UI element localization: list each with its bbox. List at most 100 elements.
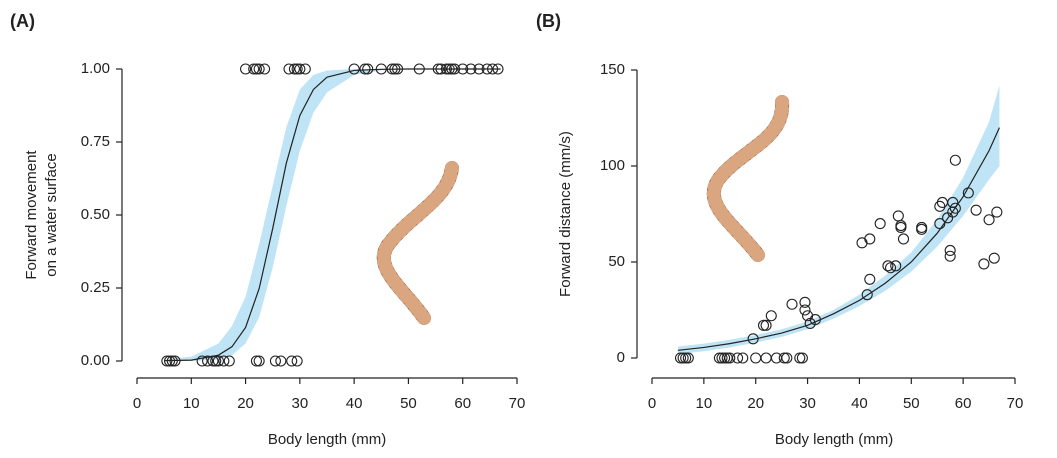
data-point: [864, 233, 876, 245]
x-tick-label: 40: [346, 395, 363, 412]
data-point: [892, 210, 904, 222]
data-point: [413, 63, 425, 75]
x-tick-label: 0: [648, 395, 656, 412]
data-point: [210, 355, 222, 367]
data-point: [250, 63, 262, 75]
data-point: [970, 204, 982, 216]
data-point: [799, 296, 811, 308]
data-point: [253, 63, 265, 75]
x-tick-label: 20: [747, 395, 764, 412]
x-tick-label: 60: [454, 395, 471, 412]
data-point: [786, 298, 798, 310]
data-point: [218, 355, 230, 367]
data-point: [861, 289, 873, 301]
data-point: [760, 319, 772, 331]
y-tick-label: 50: [608, 253, 625, 270]
data-point: [949, 202, 961, 214]
data-point: [897, 233, 910, 245]
centipede-legs: [706, 95, 790, 262]
y-axis-label: on a water surface: [43, 153, 60, 276]
x-tick-label: 50: [903, 395, 920, 412]
data-point: [716, 352, 728, 364]
data-point: [348, 63, 360, 75]
data-point: [983, 214, 995, 226]
data-point: [286, 355, 298, 367]
data-point: [359, 63, 371, 75]
data-point: [765, 310, 777, 322]
data-point: [757, 319, 770, 331]
data-point: [732, 352, 744, 364]
data-point: [799, 304, 811, 316]
data-point: [916, 223, 928, 235]
data-point: [737, 352, 749, 364]
y-tick-label: 100: [600, 157, 625, 174]
data-point: [275, 355, 287, 367]
data-point: [435, 63, 447, 75]
fit-line: [677, 127, 1000, 351]
data-point: [680, 352, 692, 364]
data-point: [677, 352, 689, 364]
y-axis-label: Forward distance (mm/s): [557, 131, 574, 297]
data-point: [874, 218, 886, 230]
data-point: [166, 355, 178, 367]
data-point: [796, 352, 808, 364]
data-point: [291, 355, 303, 367]
data-point: [196, 355, 208, 367]
data-point: [747, 333, 759, 345]
x-tick-label: 60: [955, 395, 972, 412]
data-point: [481, 63, 493, 75]
data-point: [212, 355, 224, 367]
data-point: [988, 252, 1000, 264]
data-point: [223, 355, 235, 367]
data-point: [283, 63, 295, 75]
data-point: [164, 355, 176, 367]
x-tick-label: 70: [1007, 395, 1024, 412]
data-point: [809, 314, 821, 326]
y-tick-label: 0.50: [81, 206, 110, 223]
y-tick-label: 0: [617, 349, 625, 366]
data-point: [884, 262, 897, 274]
panel-label: (A): [10, 11, 35, 31]
x-tick-label: 70: [509, 395, 526, 412]
data-point: [446, 63, 458, 75]
data-point: [760, 352, 772, 364]
data-point: [386, 63, 398, 75]
x-tick-label: 50: [400, 395, 417, 412]
data-point: [944, 244, 956, 257]
data-point: [781, 352, 793, 364]
y-tick-label: 0.75: [81, 133, 110, 150]
data-point: [440, 63, 452, 75]
data-point: [432, 63, 444, 75]
data-point: [207, 355, 219, 367]
data-point: [890, 260, 902, 272]
data-point: [682, 352, 694, 364]
data-point: [944, 250, 956, 262]
data-point: [947, 196, 959, 209]
data-point: [487, 63, 499, 75]
data-point: [449, 63, 461, 75]
x-tick-label: 40: [851, 395, 868, 412]
data-point: [895, 221, 907, 233]
data-point: [288, 63, 300, 75]
data-point: [492, 63, 504, 75]
data-point: [882, 260, 894, 272]
data-point: [724, 352, 736, 364]
data-point: [991, 206, 1003, 218]
x-tick-label: 0: [133, 395, 141, 412]
data-point: [934, 218, 946, 230]
x-tick-label: 20: [237, 395, 254, 412]
panel-label: (B): [536, 11, 561, 31]
data-point: [253, 355, 265, 367]
data-point: [465, 63, 477, 75]
data-point: [978, 258, 990, 270]
data-point: [291, 63, 303, 75]
y-tick-label: 150: [600, 61, 625, 78]
y-axis-label: Forward movement: [23, 150, 40, 280]
data-point: [161, 355, 173, 367]
centipede-image-a: [376, 161, 459, 325]
x-axis-label: Body length (mm): [775, 431, 893, 448]
data-point: [864, 273, 876, 285]
data-point: [259, 63, 271, 75]
confidence-band: [164, 69, 501, 361]
y-tick-label: 0.25: [81, 279, 110, 296]
